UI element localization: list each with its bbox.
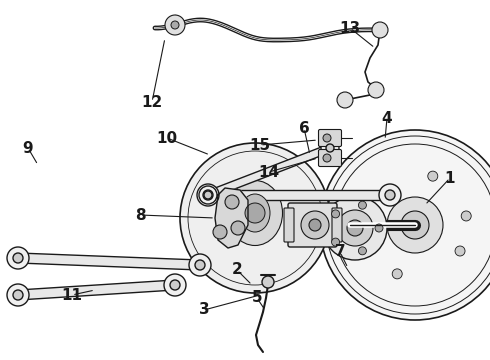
Text: 2: 2 [232,262,243,278]
Text: 10: 10 [156,131,177,145]
Circle shape [164,274,186,296]
Circle shape [13,253,23,263]
Circle shape [368,82,384,98]
Circle shape [455,246,465,256]
Text: 12: 12 [142,95,163,109]
Circle shape [170,280,180,290]
Text: 5: 5 [252,291,262,306]
Circle shape [204,191,212,199]
Polygon shape [207,144,331,199]
Circle shape [189,254,211,276]
Text: 14: 14 [258,165,280,180]
Circle shape [225,195,239,209]
Circle shape [13,290,23,300]
Polygon shape [18,253,200,270]
Polygon shape [18,280,175,300]
Circle shape [392,269,402,279]
Text: 9: 9 [23,140,33,156]
FancyBboxPatch shape [318,149,342,166]
Circle shape [323,196,387,260]
FancyBboxPatch shape [288,203,337,247]
Circle shape [337,92,353,108]
Text: 6: 6 [298,121,309,135]
Circle shape [171,21,179,29]
Text: 4: 4 [382,111,392,126]
Circle shape [332,210,340,218]
Circle shape [358,247,367,255]
Circle shape [301,211,329,239]
Circle shape [320,130,490,320]
Circle shape [231,221,245,235]
Polygon shape [208,190,390,200]
FancyBboxPatch shape [332,208,342,242]
Text: 11: 11 [62,288,82,302]
Circle shape [309,219,321,231]
Text: 3: 3 [198,302,209,318]
Circle shape [372,22,388,38]
Circle shape [358,201,367,209]
Circle shape [379,184,401,206]
Circle shape [323,134,331,142]
Circle shape [197,184,219,206]
Circle shape [361,202,371,212]
Circle shape [165,15,185,35]
Circle shape [213,225,227,239]
Circle shape [428,171,438,181]
Circle shape [326,144,334,152]
Circle shape [347,220,363,236]
Ellipse shape [227,180,283,246]
Circle shape [7,247,29,269]
Circle shape [387,197,443,253]
Circle shape [262,276,274,288]
Circle shape [199,186,217,204]
FancyBboxPatch shape [318,130,342,147]
Ellipse shape [240,194,270,232]
Circle shape [245,203,265,223]
Circle shape [323,154,331,162]
Circle shape [461,211,471,221]
Circle shape [180,143,330,293]
Circle shape [195,260,205,270]
Circle shape [401,211,429,239]
Text: 1: 1 [445,171,455,185]
Circle shape [203,190,213,200]
Circle shape [385,190,395,200]
Circle shape [375,224,383,232]
Polygon shape [215,188,248,248]
Text: 15: 15 [249,138,270,153]
Text: 13: 13 [340,21,361,36]
Text: 8: 8 [135,207,146,222]
Text: 7: 7 [335,244,345,260]
FancyBboxPatch shape [284,208,294,242]
Circle shape [321,139,339,157]
Circle shape [7,284,29,306]
Circle shape [337,210,373,246]
Circle shape [332,238,340,246]
